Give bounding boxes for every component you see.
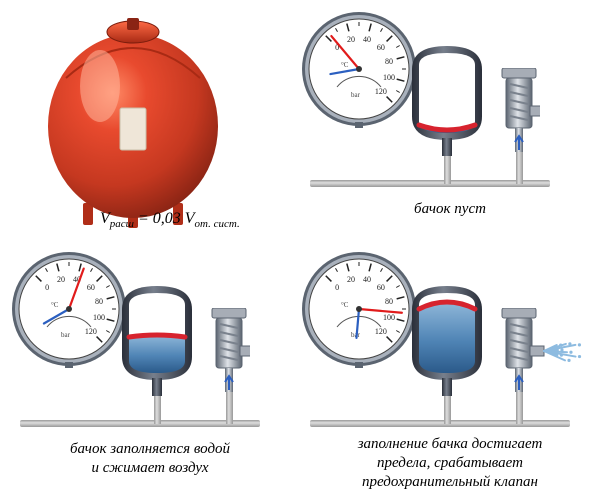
expansion-tank-cutaway	[408, 278, 486, 413]
svg-text:100: 100	[383, 73, 395, 82]
safety-valve-icon	[498, 308, 590, 406]
svg-text:bar: bar	[61, 331, 71, 339]
pressure-temperature-gauge: 020406080100120°Cbar	[300, 250, 418, 373]
photo-expansion-tank	[28, 8, 238, 238]
formula-eq: = 0,03	[134, 210, 185, 227]
svg-text:bar: bar	[351, 91, 361, 99]
gauge-icon: 020406080100120°Cbar	[10, 250, 128, 368]
expansion-tank-cutaway	[118, 278, 196, 413]
svg-text:120: 120	[85, 327, 97, 336]
caption-limit: заполнение бачка достигает предела, сраб…	[310, 435, 590, 491]
svg-text:°C: °C	[341, 61, 349, 69]
formula-rhs-var: V	[185, 210, 195, 227]
svg-text:°C: °C	[51, 301, 59, 309]
pressure-temperature-gauge: 020406080100120°Cbar	[10, 250, 128, 373]
svg-text:60: 60	[377, 283, 385, 292]
svg-text:60: 60	[87, 283, 95, 292]
caption-empty: бачок пуст	[360, 200, 540, 219]
gauge-icon: 020406080100120°Cbar	[300, 250, 418, 368]
tank-cutaway-icon	[408, 278, 486, 408]
svg-text:60: 60	[377, 43, 385, 52]
svg-text:120: 120	[375, 327, 387, 336]
pipe	[20, 420, 260, 427]
svg-text:100: 100	[383, 313, 395, 322]
formula-lhs-sub: расш	[110, 218, 134, 230]
svg-text:80: 80	[385, 57, 393, 66]
expansion-tank-cutaway	[408, 38, 486, 173]
tank-cutaway-icon	[118, 278, 196, 408]
safety-valve-icon	[498, 68, 540, 166]
svg-text:20: 20	[347, 35, 355, 44]
svg-text:120: 120	[375, 87, 387, 96]
svg-text:°C: °C	[341, 301, 349, 309]
safety-valve	[498, 68, 540, 171]
svg-text:40: 40	[363, 35, 371, 44]
formula-lhs-var: V	[100, 210, 110, 227]
svg-text:0: 0	[335, 283, 339, 292]
svg-text:20: 20	[57, 275, 65, 284]
pipe	[310, 420, 570, 427]
formula: Vрасш = 0,03 Vот. сист.	[100, 210, 240, 230]
svg-text:100: 100	[93, 313, 105, 322]
pipe	[310, 180, 550, 187]
safety-valve	[498, 308, 590, 411]
svg-text:20: 20	[347, 275, 355, 284]
tank-cutaway-icon	[408, 38, 486, 168]
gauge-icon: 020406080100120°Cbar	[300, 10, 418, 128]
safety-valve	[208, 308, 250, 411]
safety-valve-icon	[208, 308, 250, 406]
svg-text:0: 0	[45, 283, 49, 292]
caption-filling: бачок заполняется водой и сжимает воздух	[20, 440, 280, 478]
formula-rhs-sub: от. сист.	[195, 218, 240, 230]
svg-text:80: 80	[385, 297, 393, 306]
pressure-temperature-gauge: 020406080100120°Cbar	[300, 10, 418, 133]
svg-text:40: 40	[363, 275, 371, 284]
panel-empty: 020406080100120°Cbar	[300, 10, 580, 220]
svg-text:80: 80	[95, 297, 103, 306]
photo-tank-svg	[28, 8, 238, 238]
